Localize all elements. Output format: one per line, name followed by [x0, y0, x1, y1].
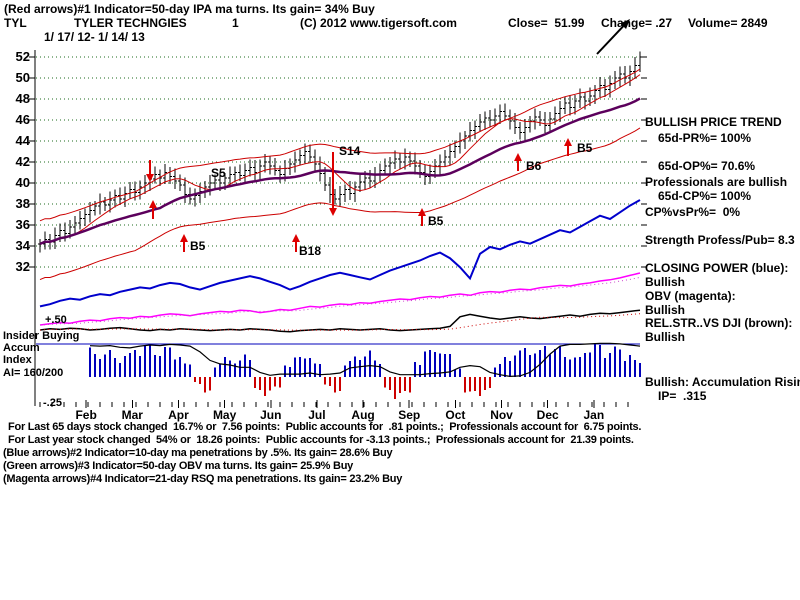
svg-text:Nov: Nov	[490, 408, 513, 422]
footer-indicator2: (Blue arrows)#2 Indicator=10-day ma pene…	[3, 447, 393, 459]
svg-text:32: 32	[16, 259, 30, 274]
svg-text:50: 50	[16, 70, 30, 85]
closing-power-heading: CLOSING POWER (blue):	[645, 261, 789, 275]
footer-line-year: For Last year stock changed 54% or 18.26…	[8, 434, 634, 446]
svg-text:48: 48	[16, 91, 30, 106]
svg-text:Mar: Mar	[122, 408, 144, 422]
svg-text:B6: B6	[526, 159, 542, 173]
svg-text:Jan: Jan	[584, 408, 605, 422]
svg-text:B5: B5	[428, 214, 444, 228]
accumulation-status: Bullish: Accumulation Rising	[645, 375, 800, 389]
svg-text:Apr: Apr	[168, 408, 189, 422]
pr-percent: 65d-PR%= 100%	[658, 131, 752, 145]
ticker-symbol: TYL	[4, 16, 27, 30]
svg-text:Sep: Sep	[398, 408, 420, 422]
svg-text:May: May	[213, 408, 237, 422]
obv-status: Bullish	[645, 303, 686, 317]
footer-line-65days: For Last 65 days stock changed 16.7% or …	[8, 421, 642, 433]
relstr-status: Bullish	[645, 330, 686, 344]
copyright: (C) 2012 www.tigersoft.com	[300, 16, 457, 30]
svg-text:Feb: Feb	[75, 408, 96, 422]
svg-text:42: 42	[16, 154, 30, 169]
strength-ratio: Strength Profess/Pub= 8.3	[645, 233, 795, 247]
date-range: 1/ 17/ 12- 1/ 14/ 13	[44, 30, 145, 44]
ip-value: IP= .315	[658, 389, 707, 403]
indicator1-summary: (Red arrows)#1 Indicator=50-day IPA ma t…	[4, 2, 375, 16]
ai-ratio-label: AI= 160/200	[3, 367, 64, 379]
op-percent: 65d-OP%= 70.6%	[658, 159, 756, 173]
scale-plus50-label: +.50	[45, 314, 67, 326]
svg-text:Dec: Dec	[537, 408, 559, 422]
accum-label: Accum	[3, 342, 40, 354]
close-value: Close= 51.99	[508, 16, 585, 30]
svg-text:S5: S5	[211, 166, 226, 180]
relstr-heading: REL.STR..VS DJI (brown):	[645, 316, 793, 330]
footer-indicator4: (Magenta arrows)#4 Indicator=21-day RSQ …	[3, 473, 403, 485]
closing-power-status: Bullish	[645, 275, 686, 289]
cp-vs-pr: CP%vsPr%= 0%	[645, 205, 741, 219]
svg-text:Oct: Oct	[445, 408, 465, 422]
chart-number: 1	[232, 16, 239, 30]
volume-value: Volume= 2849	[688, 16, 768, 30]
svg-text:40: 40	[16, 175, 30, 190]
price-trend-status: BULLISH PRICE TREND	[645, 115, 782, 129]
svg-text:36: 36	[16, 217, 30, 232]
scale-minus25-label: -.25	[43, 397, 62, 409]
svg-text:B18: B18	[299, 244, 321, 258]
footer-indicator3: (Green arrows)#3 Indicator=50-day OBV ma…	[3, 460, 354, 472]
svg-text:Aug: Aug	[351, 408, 374, 422]
company-name: TYLER TECHNGIES	[74, 16, 187, 30]
obv-heading: OBV (magenta):	[645, 289, 736, 303]
svg-text:52: 52	[16, 49, 30, 64]
svg-text:38: 38	[16, 196, 30, 211]
svg-text:S14: S14	[339, 144, 361, 158]
svg-text:B5: B5	[190, 239, 206, 253]
svg-text:Jun: Jun	[260, 408, 281, 422]
svg-text:46: 46	[16, 112, 30, 127]
svg-text:34: 34	[16, 238, 31, 253]
svg-text:44: 44	[16, 133, 31, 148]
professionals-status: Professionals are bullish	[645, 175, 788, 189]
svg-text:B5: B5	[577, 141, 593, 155]
insider-buying-label: Insider Buying	[3, 330, 80, 342]
svg-text:Jul: Jul	[308, 408, 325, 422]
index-label: Index	[3, 354, 32, 366]
cp-percent: 65d-CP%= 100%	[658, 189, 752, 203]
